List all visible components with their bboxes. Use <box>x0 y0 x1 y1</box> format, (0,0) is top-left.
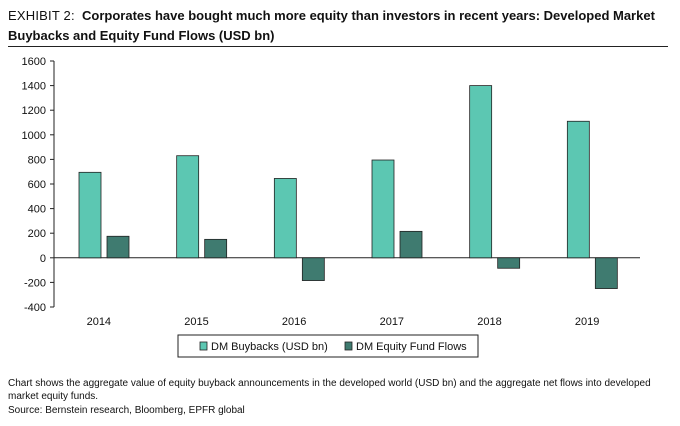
y-tick-label: 1000 <box>22 130 46 142</box>
y-tick-label: 0 <box>40 253 46 265</box>
x-tick-label: 2016 <box>282 316 306 328</box>
x-tick-label: 2019 <box>575 316 599 328</box>
bar-buybacks-2014 <box>78 171 102 259</box>
chart-source: Source: Bernstein research, Bloomberg, E… <box>8 405 245 416</box>
y-tick-label: -400 <box>24 302 46 314</box>
title-text: Corporates have bought much more equity … <box>8 8 655 43</box>
bar-fund-flows-2015 <box>204 238 228 259</box>
y-tick-label: 1200 <box>22 105 46 117</box>
legend-label-fund-flows: DM Equity Fund Flows <box>356 341 467 353</box>
y-axis: -400 -200 0 200 400 600 800 1000 1200 1400 1600 <box>22 56 640 314</box>
bars-group <box>78 85 618 289</box>
bar-fund-flows-2014 <box>106 235 130 259</box>
bar-buybacks-2015 <box>176 155 200 259</box>
bar-buybacks-2017 <box>371 159 395 259</box>
x-tick-label: 2014 <box>87 316 111 328</box>
y-tick-label: -200 <box>24 277 46 289</box>
exhibit-label: EXHIBIT 2: <box>8 8 75 23</box>
y-tick-label: 1400 <box>22 81 46 93</box>
x-tick-label: 2015 <box>184 316 208 328</box>
y-tick-label: 400 <box>28 204 46 216</box>
x-axis-labels: 2014 2015 2016 2017 2018 2019 <box>87 316 600 328</box>
legend-swatch-buybacks <box>199 341 208 351</box>
bar-buybacks-2016 <box>273 178 297 259</box>
x-tick-label: 2017 <box>380 316 404 328</box>
x-tick-label: 2018 <box>477 316 501 328</box>
bar-fund-flows-2018 <box>497 257 521 269</box>
bar-chart: -400 -200 0 200 400 600 800 1000 1200 1400 1600 20… <box>22 56 640 358</box>
bar-fund-flows-2017 <box>399 230 423 259</box>
bar-fund-flows-2016 <box>301 257 325 281</box>
y-tick-label: 800 <box>28 154 46 166</box>
y-tick-label: 600 <box>28 179 46 191</box>
legend-box <box>177 334 479 358</box>
legend: DM Buybacks (USD bn) DM Equity Fund Flows <box>177 334 479 358</box>
y-tick-label: 1600 <box>22 56 46 68</box>
chart-title: EXHIBIT 2: Corporates have bought much m… <box>8 6 672 46</box>
legend-swatch-fund-flows <box>344 341 353 351</box>
y-tick-label: 200 <box>28 228 46 240</box>
title-divider <box>8 46 668 47</box>
chart-footnote: Chart shows the aggregate value of equit… <box>8 378 651 402</box>
bar-buybacks-2019 <box>566 120 590 259</box>
legend-label-buybacks: DM Buybacks (USD bn) <box>211 341 328 353</box>
bar-buybacks-2018 <box>469 85 493 259</box>
bar-fund-flows-2019 <box>594 257 618 289</box>
